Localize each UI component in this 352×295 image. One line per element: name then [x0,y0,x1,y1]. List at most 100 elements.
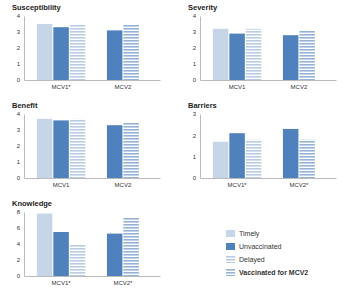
y-tick-label: 1 [17,61,21,67]
bar [123,218,138,276]
bar [123,24,138,80]
y-tick: 8 [17,209,24,215]
y-tick-label: 2 [193,45,197,51]
y-tick-label: 1 [193,61,197,67]
legend-label: Unvaccinated [239,243,282,250]
y-tick-label: 4 [17,241,21,247]
y-tick: 4 [193,13,200,19]
bar [53,27,68,80]
y-tick: 3 [17,29,24,35]
x-tick-label: MCV2 [115,84,132,90]
x-tick-label: MCV1 [229,84,246,90]
legend-item: Delayed [226,256,265,264]
y-tick: 3 [193,111,200,117]
bars [37,24,139,80]
y-tick: 2 [193,45,200,51]
x-tick-label: MCV1* [228,182,248,188]
bars [37,214,139,276]
panel: Severity 0 1 2 3 4 MCV1 MCV2 [188,3,337,90]
y-tick: 0 [17,77,24,83]
panel: Benefit01234MCV1MCV2 [12,101,161,188]
bar [299,140,314,178]
x-tick-label: MCV1* [52,280,72,286]
x-tick-label: MCV2 [291,84,308,90]
y-tick-label: 4 [193,13,197,19]
y-axis: 0123 [193,111,201,181]
y-tick: 2 [17,45,24,51]
y-tick-label: 0 [17,175,21,181]
bar [213,29,228,80]
bar [123,122,138,178]
bar [37,119,52,178]
legend-item: Vaccinated for MCV2 [226,269,308,276]
y-tick-label: 8 [17,209,21,215]
y-tick-label: 2 [17,143,21,149]
bar [107,30,122,80]
bar [213,142,228,178]
y-axis-line [24,115,25,179]
y-tick-label: 0 [17,77,21,83]
legend-label: Vaccinated for MCV2 [239,269,308,276]
y-tick-label: 6 [17,225,21,231]
y-axis: 0 1 2 3 4 [193,13,201,83]
x-tick-label: MCV2* [113,280,133,286]
x-tick: MCV2 [115,80,132,90]
y-tick: 3 [193,29,200,35]
y-tick-label: 3 [193,111,197,117]
bar [283,35,298,80]
legend-swatch [226,230,235,237]
x-axis: MCV1* MCV2* [201,178,337,188]
x-tick-label: MCV1 [53,182,70,188]
y-tick: 0 [17,175,24,181]
plot-area: 0 1 2 3 4 MCV1 MCV2 [193,13,337,90]
y-tick: 1 [193,61,200,67]
legend-swatch [226,243,235,250]
y-tick-label: 1 [17,159,21,165]
y-axis-line [200,115,201,179]
y-tick: 0 [193,77,200,83]
y-tick: 4 [17,13,24,19]
y-tick: 2 [17,143,24,149]
x-tick: MCV1* [52,80,72,90]
chart-title: Barriers [188,101,217,110]
chart-title: Susceptibility [12,3,62,12]
plot-area: 0123MCV1*MCV2* [193,111,337,188]
bar [299,30,314,80]
y-tick: 0 [17,273,24,279]
x-axis-line [201,178,337,179]
y-tick-label: 2 [17,45,21,51]
x-tick: MCV2 [115,178,132,188]
x-tick: MCV1* [52,276,72,286]
plot-area: 0 2 4 6 8 MCV1* MCV2* [17,209,161,286]
bar [53,232,68,276]
chart-title: Knowledge [12,199,52,208]
bar [107,125,122,178]
y-tick-label: 2 [17,257,21,263]
legend-item: Timely [226,230,260,238]
x-tick: MCV1 [53,178,70,188]
legend-swatch [226,269,235,276]
legend-label: Timely [239,230,260,238]
y-tick: 1 [193,154,200,160]
bar [53,120,68,178]
x-axis-line [25,178,161,179]
bar [37,214,52,276]
y-tick: 4 [17,241,24,247]
x-tick: MCV2* [113,276,133,286]
y-axis-line [24,17,25,81]
y-axis-line [200,17,201,81]
y-tick-label: 3 [193,29,197,35]
chart-title: Severity [188,3,218,12]
x-axis-line [25,276,161,277]
y-tick-label: 2 [193,133,197,139]
bar [37,24,52,80]
x-axis: MCV1* MCV2* [25,276,161,286]
bar [70,119,85,178]
x-tick: MCV2* [289,178,309,188]
figure: Susceptibility 0 1 2 3 4 MCV1* MCV2 Severity 0 1 2 3… [0,0,352,295]
plot-area: 0 1 2 3 4 MCV1* MCV2 [17,13,161,90]
y-axis: 0 1 2 3 4 [17,13,25,83]
y-tick-label: 4 [17,13,21,19]
bar [70,244,85,276]
plot-area: 01234MCV1MCV2 [17,111,161,188]
